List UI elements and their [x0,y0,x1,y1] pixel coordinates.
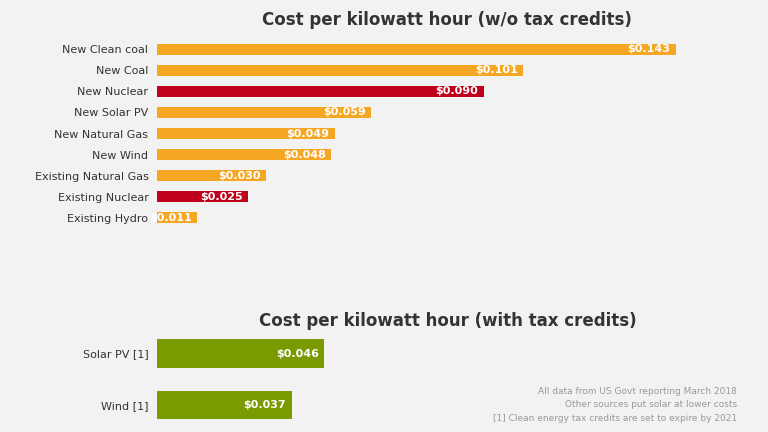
Text: $0.143: $0.143 [627,44,670,54]
Bar [157,212,197,223]
Bar [157,44,676,55]
Text: $0.030: $0.030 [218,171,260,181]
Text: $0.037: $0.037 [243,400,286,410]
Title: Cost per kilowatt hour (with tax credits): Cost per kilowatt hour (with tax credits… [259,311,636,330]
Text: $0.090: $0.090 [435,86,478,96]
Text: $0.049: $0.049 [286,128,329,139]
Bar [157,149,331,160]
Bar [157,391,292,419]
Text: $0.046: $0.046 [276,349,319,359]
Bar [157,191,248,203]
Text: $0.048: $0.048 [283,149,326,159]
Text: $0.059: $0.059 [323,108,366,118]
Text: $0.101: $0.101 [475,65,518,76]
Text: $0.025: $0.025 [200,192,243,202]
Bar [157,65,524,76]
Bar [157,170,266,181]
Bar [157,107,371,118]
Title: Cost per kilowatt hour (w/o tax credits): Cost per kilowatt hour (w/o tax credits) [263,11,632,29]
Bar [157,128,335,139]
Bar [157,340,324,368]
Bar [157,86,484,97]
Text: $0.011: $0.011 [149,213,192,222]
Text: All data from US Govt reporting March 2018
Other sources put solar at lower cost: All data from US Govt reporting March 20… [493,387,737,423]
